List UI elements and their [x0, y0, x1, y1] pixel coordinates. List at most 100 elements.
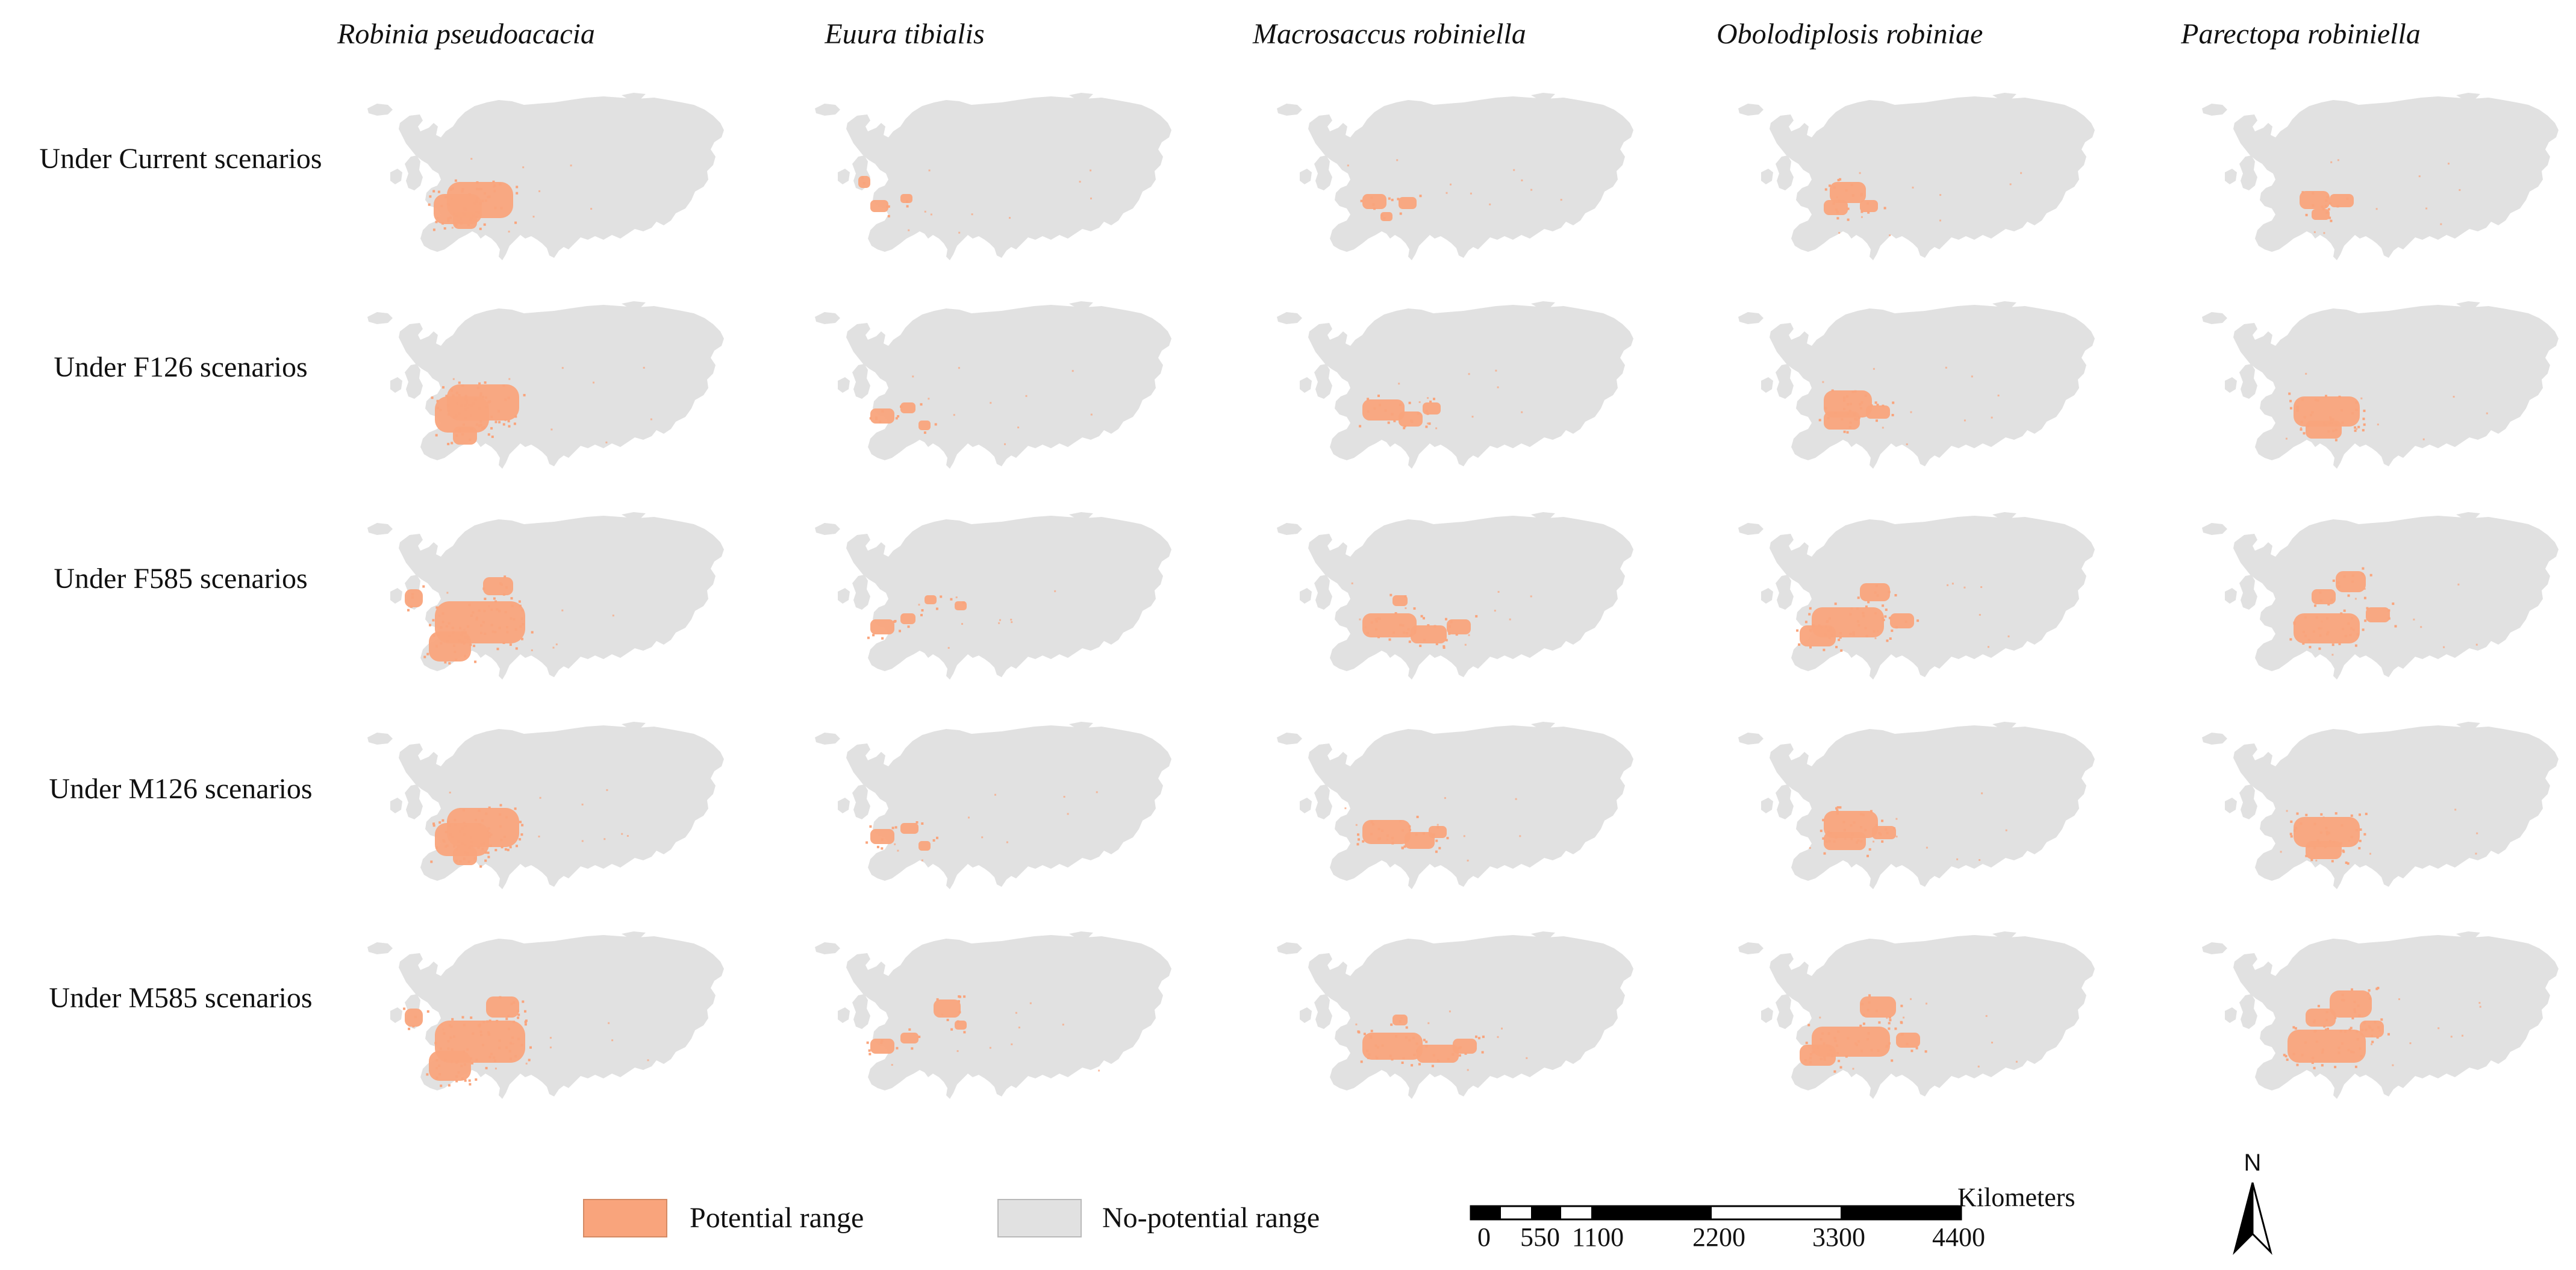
potential-range-patch — [405, 1009, 423, 1027]
potential-range-speck — [508, 1049, 511, 1053]
potential-range-patch — [1860, 200, 1878, 212]
potential-range-speck — [484, 396, 487, 399]
scandinavia-landmass — [1854, 740, 1919, 800]
potential-range-patch — [900, 1033, 918, 1043]
potential-range-speck — [1006, 841, 1008, 843]
potential-range-patch — [1890, 613, 1914, 628]
column-title-obolodiplosis-robiniae: Obolodiplosis robiniae — [1717, 18, 1983, 50]
potential-range-patch — [870, 829, 894, 844]
map-robinia-pseudoacacia-under-m126-scenarios — [367, 722, 724, 889]
potential-range-speck — [1838, 639, 1841, 642]
potential-range-speck — [475, 1078, 478, 1081]
potential-range-speck — [1823, 852, 1826, 855]
potential-range-speck — [1467, 1069, 1469, 1071]
potential-range-speck — [2343, 575, 2346, 578]
potential-range-speck — [1821, 1032, 1824, 1035]
potential-range-speck — [508, 378, 511, 380]
potential-range-speck — [445, 395, 448, 398]
potential-range-speck — [461, 190, 464, 193]
potential-range-patch — [1362, 399, 1405, 421]
potential-range-speck — [491, 630, 494, 633]
potential-range-speck — [1825, 625, 1827, 628]
potential-range-speck — [1977, 1065, 1980, 1068]
potential-range-speck — [1427, 624, 1430, 627]
potential-range-speck — [2454, 809, 2457, 811]
potential-range-speck — [457, 220, 460, 223]
potential-range-speck — [911, 1047, 914, 1050]
scandinavia-landmass — [2318, 319, 2383, 380]
potential-range-speck — [1836, 810, 1839, 813]
potential-range-speck — [445, 625, 448, 628]
potential-range-speck — [1910, 998, 1912, 1000]
ireland-landmass — [2225, 798, 2237, 813]
scale-bar-graphic — [1470, 1205, 1962, 1221]
potential-range-speck — [508, 425, 511, 428]
scale-tick-0: 0 — [1477, 1222, 1491, 1252]
potential-range-speck — [920, 614, 923, 616]
potential-range-speck — [1373, 407, 1376, 410]
potential-range-speck — [448, 1084, 451, 1087]
potential-range-speck — [2313, 1019, 2316, 1022]
potential-range-speck — [1090, 413, 1093, 416]
potential-range-speck — [1837, 179, 1840, 181]
potential-range-speck — [867, 636, 870, 639]
potential-range-speck — [869, 417, 872, 420]
potential-range-speck — [958, 1000, 960, 1003]
europe-landmass — [2233, 935, 2559, 1099]
potential-range-speck — [881, 410, 884, 413]
potential-range-speck — [1377, 828, 1380, 831]
potential-range-speck — [429, 624, 431, 627]
potential-range-patch — [1411, 625, 1447, 643]
potential-range-speck — [1830, 1054, 1833, 1057]
potential-range-speck — [2323, 422, 2325, 425]
potential-range-speck — [1416, 816, 1419, 818]
potential-range-speck — [891, 827, 894, 830]
potential-range-speck — [478, 609, 481, 612]
ireland-landmass — [1761, 798, 1773, 813]
potential-range-speck — [612, 615, 614, 617]
potential-range-speck — [423, 655, 426, 658]
potential-range-speck — [519, 838, 522, 841]
potential-range-speck — [1862, 1013, 1865, 1016]
potential-range-speck — [1839, 636, 1842, 639]
potential-range-patch — [1872, 826, 1896, 839]
potential-range-speck — [461, 1016, 464, 1019]
north-arrow-icon — [2233, 1182, 2272, 1255]
potential-range-speck — [1876, 419, 1878, 422]
potential-range-speck — [899, 630, 901, 633]
potential-range-speck — [1399, 820, 1402, 822]
map-obolodiplosis-robiniae-under-m126-scenarios — [1738, 722, 2095, 889]
potential-range-speck — [2376, 1036, 2379, 1039]
potential-range-speck — [893, 620, 896, 623]
potential-range-speck — [507, 1015, 510, 1018]
potential-range-speck — [1370, 1030, 1373, 1033]
potential-range-speck — [1859, 813, 1862, 816]
potential-range-speck — [1836, 1052, 1839, 1055]
potential-range-speck — [1422, 832, 1425, 835]
potential-range-speck — [1820, 1057, 1823, 1060]
potential-range-speck — [493, 190, 496, 193]
potential-range-speck — [2324, 1028, 2327, 1031]
potential-range-speck — [998, 622, 1000, 624]
potential-range-patch — [2306, 421, 2342, 439]
potential-range-speck — [2350, 814, 2353, 817]
potential-range-speck — [1397, 198, 1400, 201]
map-parectopa-robiniella-under-current-scenarios — [2202, 93, 2559, 260]
potential-range-patch — [2306, 841, 2342, 859]
potential-range-speck — [1915, 1046, 1918, 1049]
potential-range-speck — [1870, 1049, 1873, 1052]
potential-range-speck — [436, 407, 439, 410]
potential-range-speck — [593, 381, 594, 384]
potential-range-speck — [1435, 642, 1438, 645]
potential-range-speck — [1445, 618, 1447, 621]
potential-range-speck — [1411, 1064, 1414, 1067]
europe-landmass — [1770, 516, 2095, 680]
potential-range-speck — [932, 839, 935, 842]
potential-range-speck — [1851, 833, 1854, 836]
map-macrosaccus-robiniella-under-current-scenarios — [1277, 93, 1633, 260]
potential-range-speck — [1824, 188, 1827, 191]
potential-range-speck — [470, 1057, 473, 1060]
potential-range-speck — [447, 821, 450, 824]
potential-range-speck — [930, 213, 932, 216]
potential-range-speck — [439, 1047, 442, 1050]
